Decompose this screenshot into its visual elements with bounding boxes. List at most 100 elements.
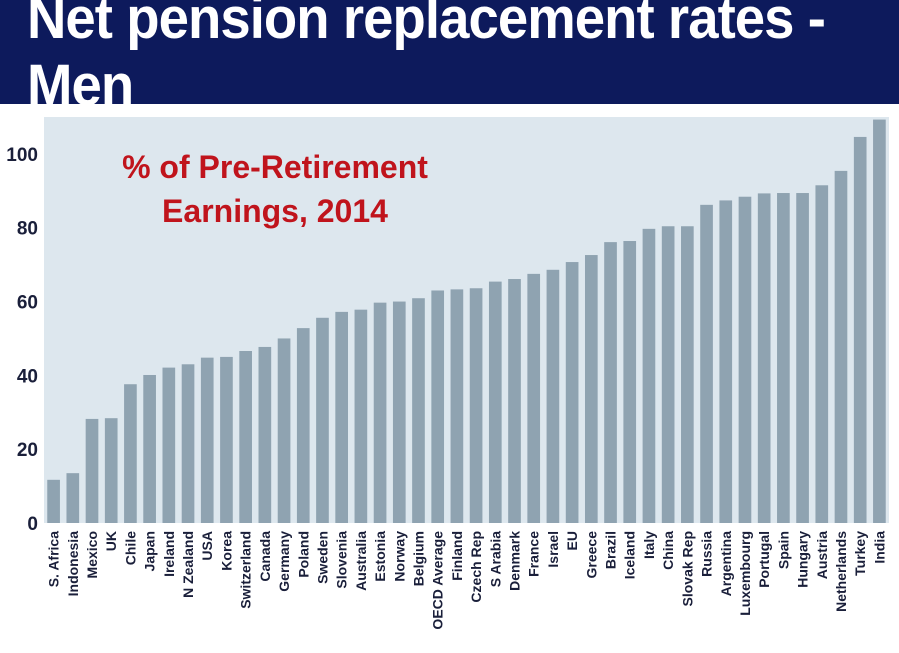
chart-title: Net pension replacement rates - Men bbox=[26, 0, 826, 118]
x-tick-label: Portugal bbox=[756, 531, 772, 588]
bar-indonesia bbox=[66, 473, 80, 523]
bar-argentina bbox=[719, 200, 733, 523]
bar-germany bbox=[277, 338, 291, 523]
bar-sweden bbox=[316, 317, 329, 523]
x-tick-label: S Arabia bbox=[487, 531, 503, 587]
x-tick-label: Canada bbox=[257, 531, 273, 582]
bar-italy bbox=[642, 228, 656, 523]
bar-poland bbox=[296, 328, 310, 523]
x-tick-label: EU bbox=[564, 531, 580, 550]
bar-brazil bbox=[604, 242, 617, 523]
y-tick-label: 20 bbox=[17, 440, 38, 461]
y-tick-label: 40 bbox=[17, 366, 38, 387]
bar-czech-rep bbox=[469, 288, 483, 523]
x-axis-ticks: S. Africa Indonesia Mexico UK Chile Japan Irel… bbox=[46, 531, 888, 630]
bar-denmark bbox=[508, 279, 521, 523]
x-tick-label: Denmark bbox=[507, 531, 523, 591]
x-tick-label: Korea bbox=[218, 531, 234, 571]
x-tick-label: Turkey bbox=[852, 531, 868, 576]
bar-spain bbox=[777, 193, 790, 523]
x-tick-label: Slovenia bbox=[334, 531, 350, 589]
bar-portugal bbox=[757, 193, 771, 523]
x-tick-label: Chile bbox=[122, 531, 138, 565]
bar-canada bbox=[258, 346, 272, 523]
x-tick-label: Czech Rep bbox=[468, 531, 484, 603]
bar-chile bbox=[124, 384, 137, 523]
x-tick-label: Israel bbox=[545, 531, 561, 568]
bar-finland bbox=[450, 289, 464, 523]
bar-greece bbox=[584, 255, 598, 524]
x-tick-label: Argentina bbox=[718, 531, 734, 597]
bar-slovak-rep bbox=[681, 226, 694, 523]
bar-hungary bbox=[796, 193, 809, 523]
bar-usa bbox=[200, 357, 214, 523]
x-tick-label: India bbox=[871, 531, 887, 564]
x-tick-label: S. Africa bbox=[46, 531, 62, 587]
x-tick-label: Finland bbox=[449, 531, 465, 581]
bar-estonia bbox=[373, 302, 387, 523]
y-tick-label: 0 bbox=[27, 514, 38, 535]
x-tick-label: Luxembourg bbox=[737, 531, 753, 616]
x-tick-label: Netherlands bbox=[833, 531, 849, 612]
x-tick-label: Hungary bbox=[795, 531, 811, 588]
y-tick-label: 80 bbox=[17, 219, 38, 240]
x-tick-label: China bbox=[660, 531, 676, 570]
x-tick-label: Germany bbox=[276, 531, 292, 592]
x-tick-label: OECD Average bbox=[430, 531, 446, 630]
x-tick-label: Japan bbox=[142, 531, 158, 571]
x-tick-label: N Zealand bbox=[180, 531, 196, 598]
bar-s-africa bbox=[47, 479, 60, 523]
x-tick-label: Belgium bbox=[410, 531, 426, 586]
bar-korea bbox=[220, 356, 233, 523]
bar-japan bbox=[143, 374, 156, 523]
x-tick-label: Mexico bbox=[84, 531, 100, 578]
bar-mexico bbox=[85, 418, 99, 523]
x-tick-label: Indonesia bbox=[65, 531, 81, 597]
bar-iceland bbox=[623, 241, 637, 523]
x-tick-label: Norway bbox=[391, 531, 407, 582]
bar-luxembourg bbox=[738, 196, 752, 523]
x-tick-label: Estonia bbox=[372, 531, 388, 582]
bars bbox=[47, 119, 886, 524]
x-tick-label: Spain bbox=[775, 531, 791, 569]
x-tick-label: Greece bbox=[583, 531, 599, 579]
x-tick-label: UK bbox=[103, 531, 119, 551]
bar-s-arabia bbox=[488, 281, 502, 523]
x-tick-label: USA bbox=[199, 531, 215, 561]
bar-belgium bbox=[412, 298, 425, 523]
bar-n-zealand bbox=[181, 364, 195, 523]
bar-israel bbox=[546, 269, 560, 523]
x-tick-label: Russia bbox=[699, 531, 715, 577]
y-tick-label: 100 bbox=[6, 145, 38, 166]
bar-china bbox=[661, 226, 675, 523]
title-banner bbox=[0, 0, 899, 104]
bar-turkey bbox=[853, 136, 867, 523]
bar-uk bbox=[104, 418, 118, 523]
y-axis-ticks: 0 20 40 60 80 100 bbox=[6, 145, 38, 535]
x-tick-label: Slovak Rep bbox=[679, 531, 695, 606]
x-tick-label: Poland bbox=[295, 531, 311, 578]
bar-netherlands bbox=[834, 170, 848, 523]
x-tick-label: France bbox=[526, 531, 542, 577]
bar-oecd-average bbox=[431, 290, 445, 523]
x-tick-label: Sweden bbox=[314, 531, 330, 584]
bar-slovenia bbox=[335, 311, 348, 523]
x-tick-label: Switzerland bbox=[238, 531, 254, 609]
x-tick-label: Brazil bbox=[603, 531, 619, 569]
x-tick-label: Iceland bbox=[622, 531, 638, 579]
chart-subtitle-line-2: Earnings, 2014 bbox=[162, 193, 388, 229]
chart-subtitle-line-1: % of Pre-Retirement bbox=[122, 149, 428, 185]
bar-eu bbox=[565, 262, 579, 523]
bar-india bbox=[873, 119, 886, 523]
bar-ireland bbox=[162, 367, 176, 523]
x-tick-label: Austria bbox=[814, 531, 830, 579]
x-tick-label: Australia bbox=[353, 531, 369, 591]
bar-russia bbox=[700, 204, 713, 523]
y-tick-label: 60 bbox=[17, 293, 38, 314]
bar-france bbox=[527, 273, 541, 523]
bar-switzerland bbox=[239, 351, 252, 523]
bar-austria bbox=[815, 185, 829, 523]
x-tick-label: Italy bbox=[641, 531, 657, 559]
x-tick-label: Ireland bbox=[161, 531, 177, 577]
